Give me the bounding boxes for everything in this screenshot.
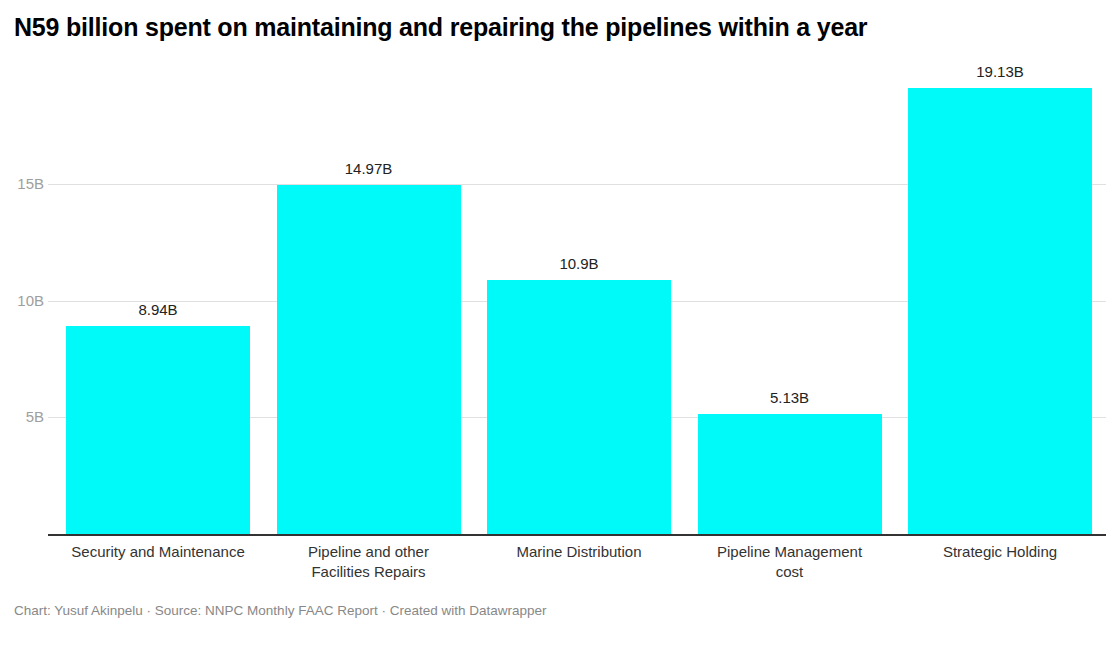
bar	[487, 280, 671, 534]
category-label-line: Marine Distribution	[469, 542, 689, 562]
bar	[66, 326, 250, 534]
category-label: Marine Distribution	[469, 542, 689, 562]
category-label-line: Facilities Repairs	[259, 562, 479, 582]
x-axis-line	[48, 534, 1106, 536]
y-tick-label: 15B	[0, 175, 44, 193]
bar	[698, 414, 882, 534]
y-tick-label: 5B	[0, 408, 44, 426]
category-label: Pipeline and otherFacilities Repairs	[259, 542, 479, 582]
category-label-line: Pipeline Management	[680, 542, 900, 562]
y-tick-label: 10B	[0, 292, 44, 310]
chart-container: N59 billion spent on maintaining and rep…	[0, 0, 1120, 648]
bar-value-label: 19.13B	[930, 63, 1070, 81]
bar-value-label: 10.9B	[509, 255, 649, 273]
category-label-line: cost	[680, 562, 900, 582]
category-label-line: Pipeline and other	[259, 542, 479, 562]
chart-footer: Chart: Yusuf Akinpelu · Source: NNPC Mon…	[14, 603, 1104, 618]
bar-value-label: 5.13B	[720, 389, 860, 407]
bar	[277, 185, 461, 534]
chart-title: N59 billion spent on maintaining and rep…	[14, 13, 1104, 42]
category-label-line: Security and Maintenance	[48, 542, 268, 562]
category-label: Pipeline Managementcost	[680, 542, 900, 582]
bar-value-label: 8.94B	[88, 301, 228, 319]
category-label: Strategic Holding	[890, 542, 1110, 562]
bar	[908, 88, 1092, 534]
category-label: Security and Maintenance	[48, 542, 268, 562]
bar-value-label: 14.97B	[299, 160, 439, 178]
category-label-line: Strategic Holding	[890, 542, 1110, 562]
